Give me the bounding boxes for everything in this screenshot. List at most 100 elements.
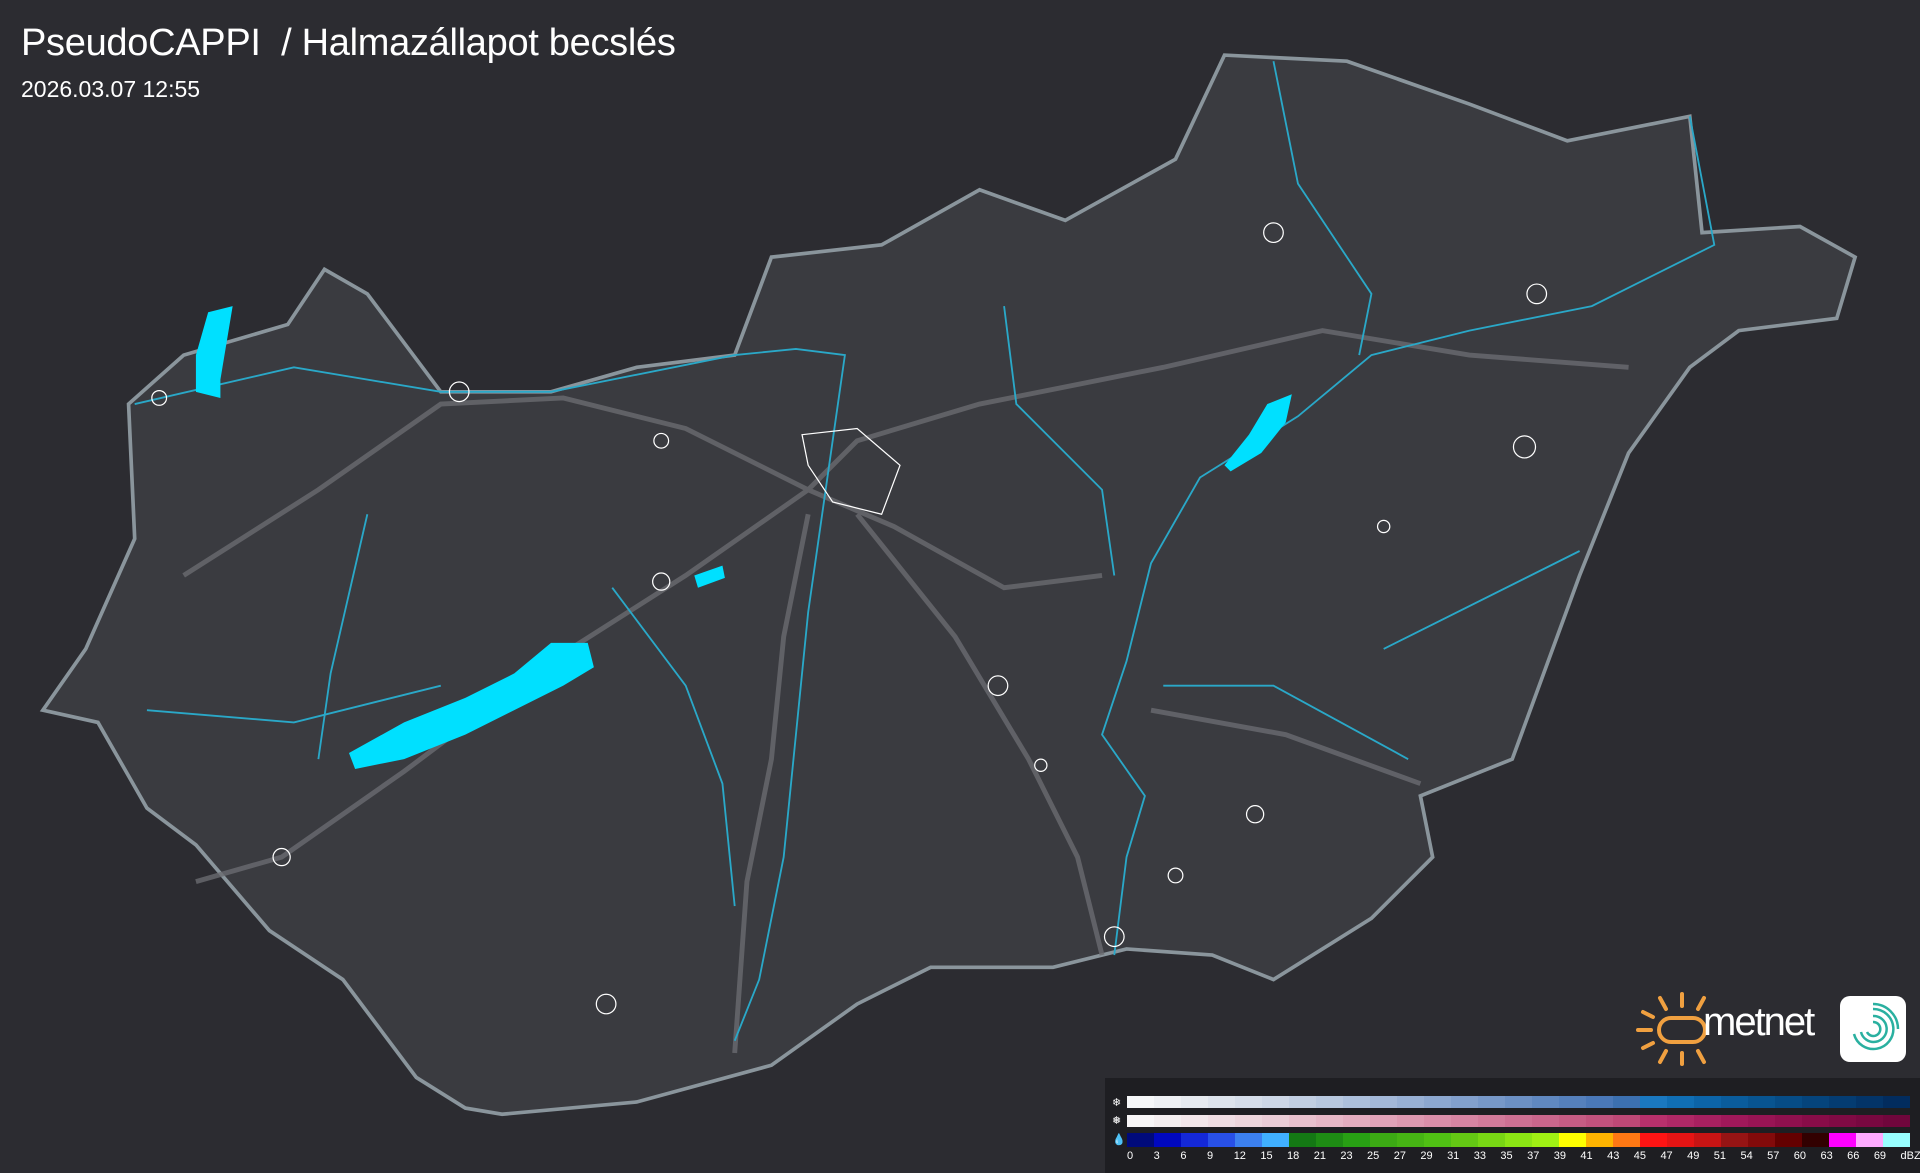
legend-swatch-snow [1721,1096,1748,1108]
legend-swatch-snow [1235,1096,1262,1108]
legend-swatch-wet-snow [1748,1115,1775,1127]
legend-labels: 0 3 6 9 12 15 18 21 23 25 27 29 31 33 35 37 39 41 43 45 47 49… [1127,1150,1920,1162]
legend-label: 12 [1233,1150,1246,1162]
legend-label: 29 [1420,1150,1433,1162]
legend-label: 35 [1500,1150,1513,1162]
legend-swatch-rain [1829,1133,1856,1147]
legend-swatch-snow [1559,1096,1586,1108]
legend-label: 15 [1260,1150,1273,1162]
legend-swatch-wet-snow [1694,1115,1721,1127]
legend-swatch-wet-snow [1343,1115,1370,1127]
legend-swatch-snow [1667,1096,1694,1108]
legend-label: 23 [1340,1150,1353,1162]
page-title: PseudoCAPPI / Halmazállapot becslés [21,22,676,64]
legend-swatch-wet-snow [1289,1115,1316,1127]
legend-swatch-rain [1559,1133,1586,1147]
timestamp: 2026.03.07 12:55 [21,76,201,102]
legend-swatch-snow [1478,1096,1505,1108]
legend-swatch-snow [1181,1096,1208,1108]
legend-swatch-wet-snow [1127,1115,1154,1127]
legend-swatch-snow [1505,1096,1532,1108]
legend-swatch-wet-snow [1370,1115,1397,1127]
legend-label: 66 [1847,1150,1860,1162]
legend-swatch-rain [1397,1133,1424,1147]
legend-swatch-snow [1640,1096,1667,1108]
legend-label: 49 [1687,1150,1700,1162]
legend-swatch-wet-snow [1856,1115,1883,1127]
legend-swatch-wet-snow [1235,1115,1262,1127]
legend-swatch-wet-snow [1775,1115,1802,1127]
legend-swatch-rain [1883,1133,1910,1147]
rivers [134,61,1716,1042]
legend-label: 51 [1713,1150,1727,1162]
settlement-outlines [151,222,1548,1015]
legend-label: 33 [1473,1150,1486,1162]
legend-swatch-snow [1127,1096,1154,1108]
legend-swatch-snow [1289,1096,1316,1108]
legend-label: 63 [1820,1150,1833,1162]
legend-swatch-rain [1532,1133,1559,1147]
legend-label: 57 [1767,1150,1780,1162]
legend-label: 3 [1153,1150,1160,1162]
raindrop-icon: 💧 [1112,1134,1126,1146]
legend-swatch-snow [1802,1096,1829,1108]
legend-swatch-wet-snow [1424,1115,1451,1127]
sun-icon [1636,992,1707,1066]
legend-swatch-rain [1181,1133,1208,1147]
legend-swatch-rain [1721,1133,1748,1147]
legend-swatch-wet-snow [1478,1115,1505,1127]
legend-label: 47 [1660,1150,1673,1162]
legend-snow-scale [1127,1096,1910,1108]
legend-label: 60 [1793,1150,1807,1162]
legend-label: 18 [1287,1150,1300,1162]
legend-swatch-wet-snow [1208,1115,1235,1127]
legend-swatch-rain [1505,1133,1532,1147]
legend-swatch-wet-snow [1397,1115,1424,1127]
legend-swatch-rain [1343,1133,1370,1147]
snowflake-icon: ❄ [1112,1097,1122,1109]
legend-swatch-rain [1613,1133,1640,1147]
lake-velence [694,565,725,588]
legend-swatch-wet-snow [1451,1115,1478,1127]
legend-swatch-wet-snow [1532,1115,1559,1127]
metnet-logo: metnet [1635,990,1915,1066]
legend-label: 37 [1527,1150,1540,1162]
sleet-icon: ❅ [1112,1115,1122,1127]
legend-swatch-wet-snow [1262,1115,1289,1127]
lake-ferto [195,306,233,398]
legend-swatch-snow [1883,1096,1910,1108]
precipitation-legend: ❄ ❅ 💧 0 3 6 9 12 15 18 21 23 25 27 29 31 33 35 37 39 41 43… [1105,1078,1920,1173]
lakes [195,306,1292,769]
legend-swatch-rain [1694,1133,1721,1147]
legend-swatch-rain [1316,1133,1343,1147]
legend-swatch-snow [1829,1096,1856,1108]
legend-swatch-wet-snow [1721,1115,1748,1127]
danube-river [134,348,846,1042]
legend-label: 54 [1740,1150,1753,1162]
legend-swatch-rain [1262,1133,1289,1147]
legend-label: 9 [1207,1150,1214,1162]
legend-swatch-rain [1748,1133,1775,1147]
legend-swatch-snow [1316,1096,1343,1108]
legend-swatch-wet-snow [1667,1115,1694,1127]
legend-swatch-snow [1748,1096,1775,1108]
legend-swatch-rain [1289,1133,1316,1147]
legend-swatch-rain [1478,1133,1505,1147]
legend-swatch-wet-snow [1613,1115,1640,1127]
legend-label: 45 [1633,1150,1647,1162]
legend-swatch-rain [1586,1133,1613,1147]
lake-tisza [1224,394,1292,472]
legend-label: 43 [1607,1150,1620,1162]
legend-label: 41 [1580,1150,1593,1162]
legend-swatch-rain [1667,1133,1694,1147]
legend-swatch-wet-snow [1640,1115,1667,1127]
legend-swatch-snow [1262,1096,1289,1108]
legend-swatch-rain [1856,1133,1883,1147]
legend-swatch-snow [1343,1096,1370,1108]
legend-swatch-snow [1154,1096,1181,1108]
legend-swatch-rain [1451,1133,1478,1147]
legend-label: 25 [1367,1150,1380,1162]
legend-swatch-wet-snow [1559,1115,1586,1127]
legend-swatch-snow [1775,1096,1802,1108]
